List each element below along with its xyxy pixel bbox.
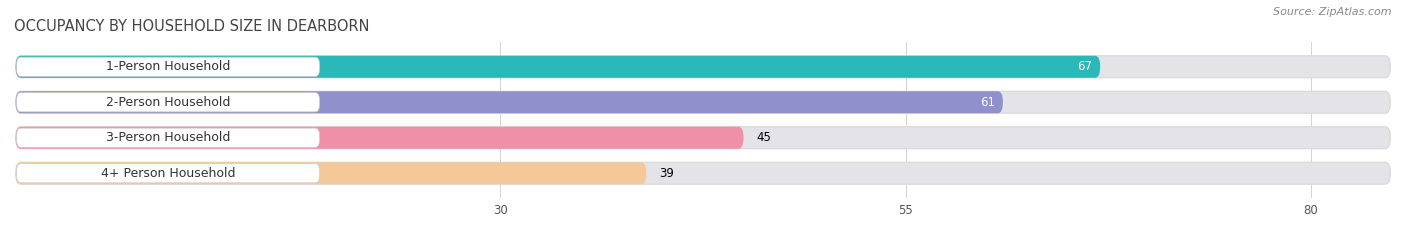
Text: 2-Person Household: 2-Person Household — [105, 96, 231, 109]
Text: OCCUPANCY BY HOUSEHOLD SIZE IN DEARBORN: OCCUPANCY BY HOUSEHOLD SIZE IN DEARBORN — [14, 19, 370, 34]
Text: Source: ZipAtlas.com: Source: ZipAtlas.com — [1274, 7, 1392, 17]
FancyBboxPatch shape — [17, 93, 319, 112]
Text: 4+ Person Household: 4+ Person Household — [101, 167, 235, 180]
Text: 1-Person Household: 1-Person Household — [105, 60, 231, 73]
Text: 67: 67 — [1077, 60, 1092, 73]
FancyBboxPatch shape — [15, 162, 647, 184]
FancyBboxPatch shape — [17, 57, 319, 76]
FancyBboxPatch shape — [15, 91, 1391, 113]
FancyBboxPatch shape — [15, 91, 1002, 113]
FancyBboxPatch shape — [15, 56, 1099, 78]
FancyBboxPatch shape — [15, 56, 1391, 78]
Text: 45: 45 — [756, 131, 772, 144]
FancyBboxPatch shape — [17, 164, 319, 183]
FancyBboxPatch shape — [15, 162, 1391, 184]
FancyBboxPatch shape — [15, 127, 1391, 149]
FancyBboxPatch shape — [17, 128, 319, 147]
Text: 61: 61 — [980, 96, 995, 109]
FancyBboxPatch shape — [15, 127, 744, 149]
Text: 39: 39 — [659, 167, 673, 180]
Text: 3-Person Household: 3-Person Household — [105, 131, 231, 144]
